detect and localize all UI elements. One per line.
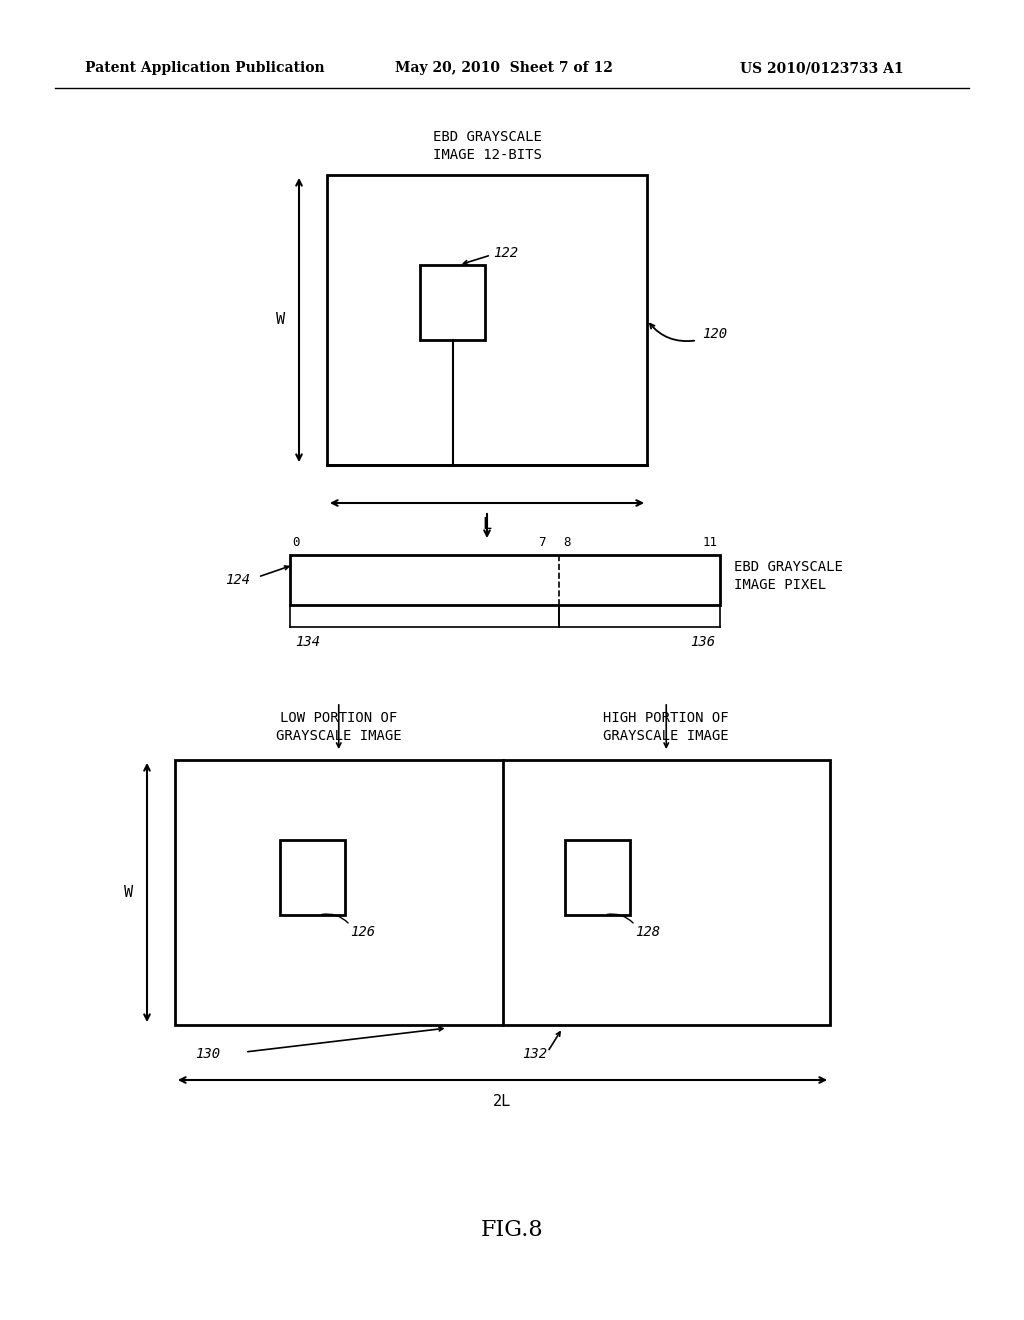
Text: HIGH PORTION OF: HIGH PORTION OF: [603, 711, 729, 725]
Text: 122: 122: [493, 246, 518, 260]
Text: US 2010/0123733 A1: US 2010/0123733 A1: [740, 61, 903, 75]
Text: 8: 8: [564, 536, 571, 549]
Text: EBD GRAYSCALE: EBD GRAYSCALE: [734, 560, 843, 574]
Text: 132: 132: [522, 1047, 548, 1061]
Text: W: W: [276, 313, 286, 327]
Text: GRAYSCALE IMAGE: GRAYSCALE IMAGE: [603, 729, 729, 743]
Bar: [290, 554, 720, 605]
Bar: [420, 265, 485, 341]
Bar: [175, 760, 830, 1026]
Text: W: W: [125, 884, 133, 900]
Text: 11: 11: [703, 536, 718, 549]
Text: FIG.8: FIG.8: [480, 1218, 544, 1241]
Text: LOW PORTION OF: LOW PORTION OF: [281, 711, 397, 725]
Text: 7: 7: [539, 536, 546, 549]
Text: L: L: [482, 517, 492, 532]
Text: 130: 130: [195, 1047, 220, 1061]
Text: Patent Application Publication: Patent Application Publication: [85, 61, 325, 75]
Bar: [280, 840, 345, 915]
Text: May 20, 2010  Sheet 7 of 12: May 20, 2010 Sheet 7 of 12: [395, 61, 613, 75]
Text: 2L: 2L: [494, 1094, 512, 1109]
Text: 0: 0: [292, 536, 299, 549]
Bar: [327, 176, 647, 465]
Text: 124: 124: [225, 573, 250, 587]
Text: EBD GRAYSCALE: EBD GRAYSCALE: [432, 129, 542, 144]
Text: IMAGE PIXEL: IMAGE PIXEL: [734, 578, 826, 591]
Text: IMAGE 12-BITS: IMAGE 12-BITS: [432, 148, 542, 162]
Text: 120: 120: [702, 327, 727, 342]
Text: 128: 128: [635, 925, 660, 939]
Text: GRAYSCALE IMAGE: GRAYSCALE IMAGE: [275, 729, 401, 743]
Text: 126: 126: [350, 925, 375, 939]
Text: 136: 136: [690, 635, 715, 649]
Bar: [565, 840, 630, 915]
Text: 134: 134: [295, 635, 321, 649]
